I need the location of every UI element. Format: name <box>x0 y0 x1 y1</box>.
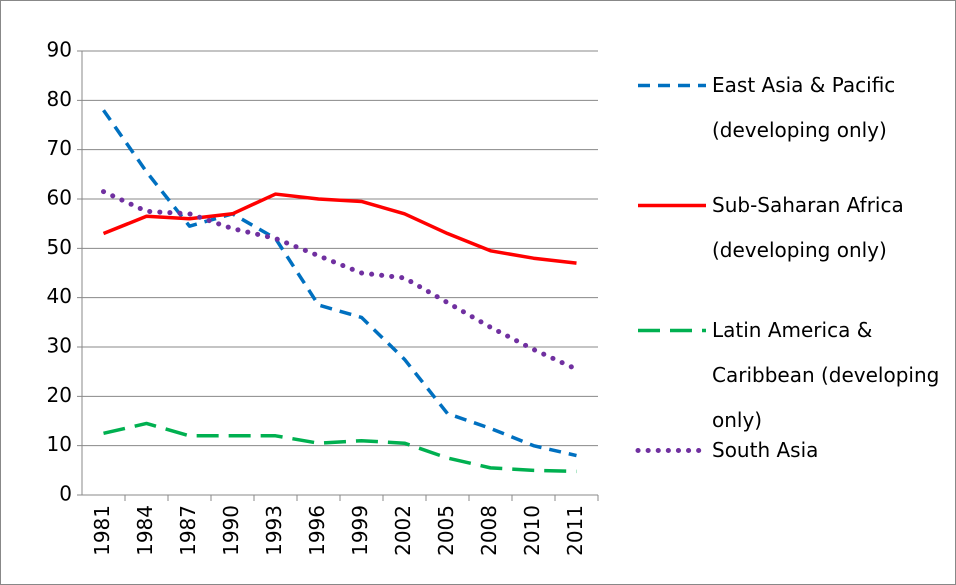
x-tick-label: 2010 <box>520 505 544 556</box>
y-tick-label: 0 <box>59 482 72 506</box>
y-tick-label: 60 <box>47 186 72 210</box>
x-tick-label: 1981 <box>90 505 114 556</box>
legend-label: Sub-Saharan Africa (developing only) <box>712 193 904 262</box>
y-tick-label: 70 <box>47 136 72 160</box>
series-line <box>102 109 577 458</box>
y-tick-label: 30 <box>47 334 72 358</box>
x-tick-label: 2005 <box>434 505 458 556</box>
y-tick-label: 20 <box>47 383 72 407</box>
legend-label: East Asia & Pacific (developing only) <box>712 73 896 142</box>
y-tick-label: 50 <box>47 235 72 259</box>
series-line <box>102 192 577 265</box>
y-tick-label: 90 <box>47 38 72 62</box>
x-tick-label: 1984 <box>133 505 157 556</box>
series-line <box>103 421 577 474</box>
x-tick-label: 1996 <box>305 505 329 556</box>
x-tick-label: 1987 <box>176 505 200 556</box>
series-line <box>101 189 579 372</box>
y-tick-label: 10 <box>47 432 72 456</box>
legend-label: Latin America & Caribbean (developing on… <box>712 318 940 432</box>
x-tick-label: 2011 <box>563 505 587 556</box>
x-tick-label: 1990 <box>219 505 243 556</box>
y-tick-label: 80 <box>47 87 72 111</box>
x-tick-label: 1999 <box>348 505 372 556</box>
legend-label: South Asia <box>712 438 819 462</box>
x-tick-label: 2002 <box>391 505 415 556</box>
x-tick-label: 1993 <box>262 505 286 556</box>
x-tick-label: 2008 <box>477 505 501 556</box>
y-tick-label: 40 <box>47 284 72 308</box>
